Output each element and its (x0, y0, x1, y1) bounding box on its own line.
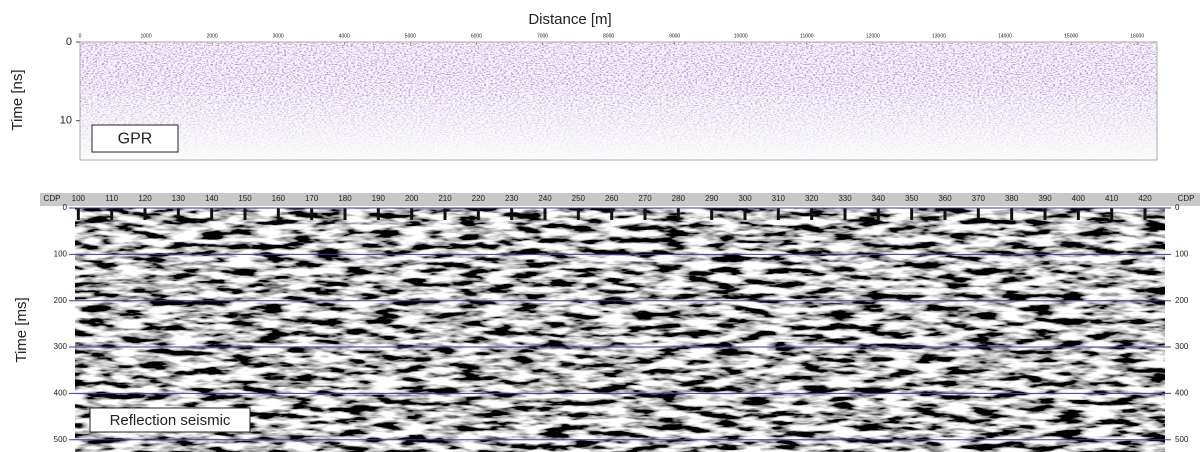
x-tick-label: 250 (572, 194, 586, 203)
x-tick-label: 12000 (866, 33, 880, 39)
x-tick-label: 140 (205, 194, 219, 203)
y-tick-label: 300 (54, 342, 68, 351)
x-tick-label: 14000 (998, 33, 1012, 39)
x-tick-label: 410 (1105, 194, 1119, 203)
y-tick-label: 500 (54, 435, 68, 444)
seismic-texture (75, 208, 1165, 452)
panel-label: Reflection seismic (110, 412, 231, 429)
x-tick-label: 200 (405, 194, 419, 203)
x-tick-label: 220 (472, 194, 486, 203)
x-tick-label: 15000 (1064, 33, 1078, 39)
x-tick-label: 11000 (800, 33, 814, 39)
x-tick-label: 260 (605, 194, 619, 203)
x-tick-label: 180 (338, 194, 352, 203)
x-tick-label: 16000 (1130, 33, 1144, 39)
x-tick-label: 210 (438, 194, 452, 203)
x-axis-label: CDP (44, 194, 61, 203)
x-tick-label: 120 (138, 194, 152, 203)
y-tick-label: 10 (60, 115, 72, 127)
x-tick-label: 300 (738, 194, 752, 203)
x-tick-label: 13000 (932, 33, 946, 39)
x-tick-label: 9000 (669, 33, 680, 39)
x-tick-label: 340 (872, 194, 886, 203)
x-tick-label: 7000 (537, 33, 548, 39)
x-tick-label: 240 (538, 194, 552, 203)
x-tick-label: 6000 (471, 33, 482, 39)
y-tick-label-right: 500 (1175, 435, 1189, 444)
x-tick-label: 8000 (603, 33, 614, 39)
x-axis-label: CDP (1178, 194, 1195, 203)
x-tick-label: 290 (705, 194, 719, 203)
x-tick-label: 320 (805, 194, 819, 203)
y-tick-label: 200 (54, 296, 68, 305)
label-box (91, 124, 179, 153)
x-tick-label: 3000 (273, 33, 284, 39)
x-tick-label: 1000 (141, 33, 152, 39)
x-tick-label: 110 (105, 194, 118, 203)
x-tick-label: 0 (79, 33, 82, 39)
y-tick-label: 0 (66, 36, 72, 48)
x-tick-label: 380 (1005, 194, 1019, 203)
x-tick-label: 100 (72, 194, 86, 203)
label-box (89, 407, 251, 433)
x-tick-label: 420 (1138, 194, 1152, 203)
y-tick-label: 100 (54, 249, 68, 258)
seismic-header (40, 193, 1200, 206)
x-tick-label: 4000 (339, 33, 350, 39)
x-tick-label: 280 (672, 194, 686, 203)
x-tick-label: 5000 (405, 33, 416, 39)
x-tick-label: 10000 (734, 33, 748, 39)
y-axis-title: Time [ns] (9, 69, 26, 130)
x-tick-label: 390 (1038, 194, 1052, 203)
x-tick-label: 130 (172, 194, 186, 203)
x-tick-label: 150 (238, 194, 252, 203)
y-tick-label: 0 (63, 203, 68, 212)
panel-label: GPR (118, 131, 153, 148)
y-axis-title: Time [ms] (13, 297, 30, 362)
y-tick-label-right: 0 (1175, 203, 1180, 212)
x-tick-label: 310 (772, 194, 786, 203)
x-tick-label: 360 (938, 194, 952, 203)
x-tick-label: 230 (505, 194, 519, 203)
x-tick-label: 330 (838, 194, 852, 203)
x-tick-label: 350 (905, 194, 919, 203)
x-tick-label: 270 (638, 194, 652, 203)
y-tick-label: 400 (54, 388, 68, 397)
y-tick-label-right: 100 (1175, 249, 1189, 258)
x-tick-label: 370 (972, 194, 986, 203)
x-tick-label: 160 (272, 194, 286, 203)
x-tick-label: 190 (372, 194, 386, 203)
x-tick-label: 2000 (207, 33, 218, 39)
x-tick-label: 400 (1072, 194, 1086, 203)
plot-frame (79, 41, 1158, 161)
y-tick-label-right: 300 (1175, 342, 1189, 351)
x-tick-label: 170 (305, 194, 319, 203)
x-axis-title: Distance [m] (528, 11, 611, 28)
gpr-texture (80, 42, 1157, 160)
y-tick-label-right: 400 (1175, 388, 1189, 397)
y-tick-label-right: 200 (1175, 296, 1189, 305)
